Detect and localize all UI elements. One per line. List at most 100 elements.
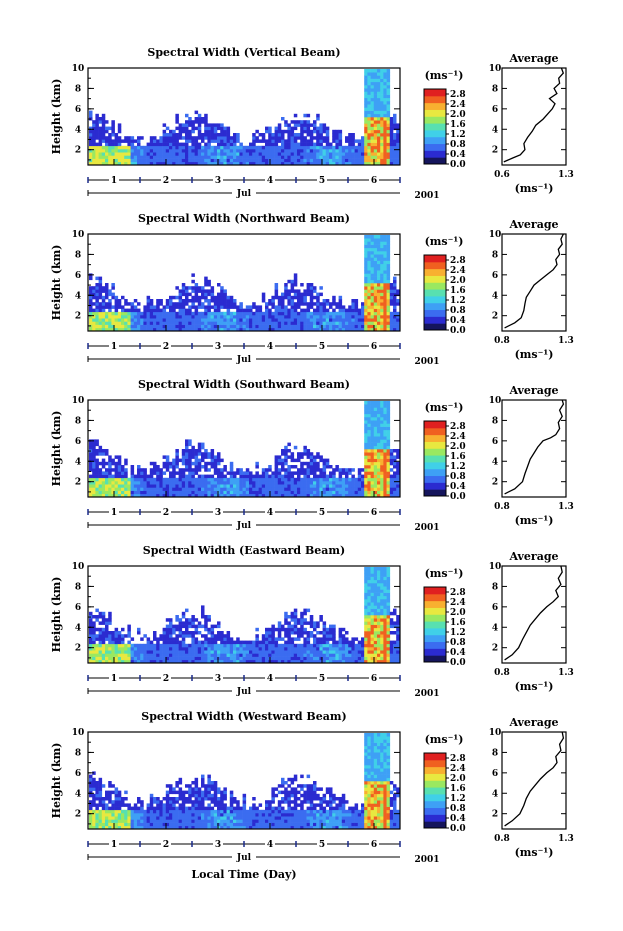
heatmap-cell xyxy=(185,299,189,303)
heatmap-cell xyxy=(95,149,99,153)
heatmap-cell xyxy=(367,570,371,574)
heatmap-cell xyxy=(389,452,394,456)
heatmap-cell xyxy=(249,155,253,159)
heatmap-cells xyxy=(89,235,400,332)
heatmap-cell xyxy=(393,142,397,147)
heatmap-cell xyxy=(303,643,307,648)
heatmap-cell xyxy=(377,263,381,268)
heatmap-cell xyxy=(357,145,362,150)
heatmap-cell xyxy=(181,468,186,472)
heatmap-cell xyxy=(393,484,397,488)
heatmap-cell xyxy=(149,299,154,303)
heatmap-cell xyxy=(383,276,387,281)
heatmap-cell xyxy=(217,647,221,651)
heatmap-cell xyxy=(201,327,205,332)
heatmap-cell xyxy=(316,461,320,466)
heatmap-cell xyxy=(303,308,307,313)
heatmap-cell xyxy=(297,618,301,622)
heatmap-cell xyxy=(133,308,138,313)
heatmap-cell xyxy=(370,117,375,121)
heatmap-cell xyxy=(159,659,163,664)
heatmap-cell xyxy=(380,295,384,300)
heatmap-cell xyxy=(217,474,221,479)
average-title: Average xyxy=(508,52,558,65)
heatmap-cell xyxy=(293,302,298,306)
heatmap-cell xyxy=(319,302,323,306)
heatmap-cell xyxy=(277,295,282,300)
heatmap-cell xyxy=(373,439,378,443)
heatmap-cell xyxy=(380,254,384,258)
heatmap-cell xyxy=(357,155,362,159)
heatmap-cell xyxy=(207,292,211,297)
heatmap-cell xyxy=(265,129,269,134)
heatmap-cell xyxy=(300,158,304,163)
heatmap-cell xyxy=(229,145,234,150)
heatmap-cell xyxy=(204,490,208,495)
heatmap-cell xyxy=(191,490,195,495)
heatmap-cell xyxy=(383,477,387,482)
heatmap-cell xyxy=(95,145,99,150)
heatmap-cell xyxy=(249,493,253,498)
heatmap-cell xyxy=(140,152,144,156)
heatmap-cell xyxy=(188,117,192,121)
heatmap-cell xyxy=(207,493,211,498)
heatmap-cell xyxy=(162,129,167,134)
heatmap-cell xyxy=(293,324,298,329)
heatmap-cell xyxy=(351,637,355,641)
heatmap-cell xyxy=(165,643,170,648)
heatmap-cell xyxy=(111,474,115,479)
heatmap-cell xyxy=(303,152,307,156)
heatmap-cell xyxy=(140,324,144,329)
heatmap-cell xyxy=(335,136,339,140)
heatmap-cell xyxy=(127,324,131,329)
heatmap-cell xyxy=(220,133,224,137)
heatmap-cell xyxy=(306,129,311,134)
heatmap-cell xyxy=(297,653,301,657)
heatmap-cell xyxy=(293,653,298,657)
heatmap-cell xyxy=(149,324,154,329)
heatmap-cell xyxy=(293,161,298,166)
heatmap-cell xyxy=(156,139,160,143)
heatmap-cell xyxy=(191,481,195,485)
heatmap-cell xyxy=(290,305,295,309)
heatmap-cell xyxy=(127,484,131,488)
heatmap-cell xyxy=(367,318,371,322)
colorbar-tick-label: 2.8 xyxy=(450,422,466,432)
heatmap-cell xyxy=(383,126,387,131)
heatmap-cell xyxy=(300,321,304,325)
colorbar-segment xyxy=(424,461,446,470)
heatmap-cell xyxy=(396,449,400,453)
heatmap-cell xyxy=(185,315,189,319)
heatmap-cell xyxy=(373,97,378,102)
heatmap-cell xyxy=(95,656,99,661)
heatmap-cell xyxy=(370,142,375,147)
heatmap-cell xyxy=(233,158,237,163)
heatmap-cell xyxy=(380,85,384,89)
heatmap-cell xyxy=(181,123,186,127)
heatmap-cell xyxy=(300,615,304,619)
heatmap-cell xyxy=(386,247,391,252)
heatmap-cell xyxy=(373,493,378,498)
heatmap-cell xyxy=(197,631,202,635)
heatmap-cell xyxy=(396,455,400,459)
heatmap-cell xyxy=(175,327,179,332)
heatmap-cell xyxy=(89,145,93,150)
heatmap-cell xyxy=(393,461,397,466)
heatmap-cell xyxy=(325,145,330,150)
heatmap-cell xyxy=(108,155,112,159)
heatmap-cell xyxy=(277,656,282,661)
heatmap-cell xyxy=(367,155,371,159)
heatmap-cell xyxy=(117,643,122,648)
heatmap-cell xyxy=(370,311,375,316)
heatmap-cell xyxy=(309,487,314,491)
heatmap-cell xyxy=(341,318,346,322)
heatmap-cell xyxy=(165,142,170,147)
heatmap-cell xyxy=(98,471,103,475)
colorbar-segment xyxy=(424,289,446,297)
heatmap-cell xyxy=(370,401,375,405)
heatmap-cell xyxy=(178,327,183,332)
x-tick-label: 1 xyxy=(111,342,117,352)
panel-1: Spectral Width (Vertical Beam)246810Heig… xyxy=(50,46,574,201)
heatmap-cell xyxy=(345,650,349,654)
heatmap-cell xyxy=(386,481,391,485)
